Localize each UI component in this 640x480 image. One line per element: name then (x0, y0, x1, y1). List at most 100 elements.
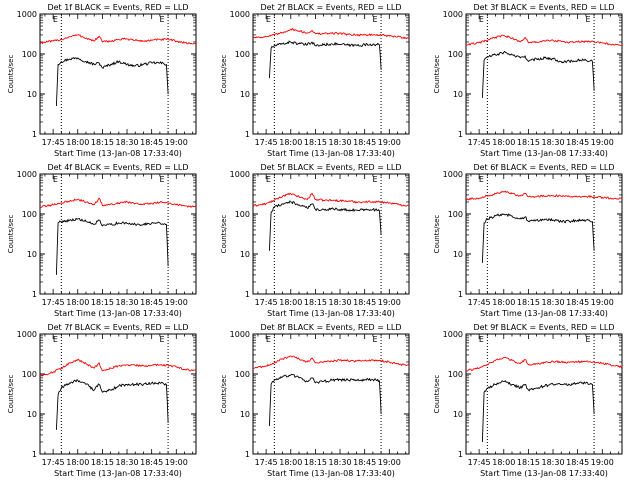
x-tick-label: 18:00 (279, 298, 302, 307)
y-tick-label: 1000 (17, 170, 37, 179)
x-tick-label: 18:30 (329, 138, 352, 147)
lld-series-line (252, 28, 410, 40)
x-axis-label: Start Time (13-Jan-08 17:33:40) (267, 149, 395, 158)
chart-title: Det 8f BLACK = Events, RED = LLD (260, 323, 401, 332)
x-tick-label: 19:00 (591, 298, 614, 307)
x-tick-label: 18:00 (492, 458, 515, 467)
chart-title: Det 7f BLACK = Events, RED = LLD (47, 323, 188, 332)
marker-label: E (479, 175, 484, 184)
marker-label: E (266, 175, 271, 184)
lld-series-line (252, 355, 410, 369)
marker-label: E (373, 175, 378, 184)
x-axis-label: Start Time (13-Jan-08 17:33:40) (54, 309, 182, 318)
x-tick-label: 17:45 (42, 298, 65, 307)
plot-frame (465, 173, 623, 295)
events-series-line (268, 200, 382, 251)
x-tick-label: 18:30 (116, 458, 139, 467)
y-axis-label: Counts/sec (220, 215, 228, 254)
y-tick-label: 1000 (230, 170, 250, 179)
x-tick-label: 18:45 (353, 458, 376, 467)
y-tick-label: 100 (448, 370, 463, 379)
marker-label: E (266, 15, 271, 24)
x-tick-label: 18:45 (140, 298, 163, 307)
y-axis-label: Counts/sec (7, 215, 15, 254)
y-tick-label: 1 (32, 290, 37, 299)
chart-title: Det 6f BLACK = Events, RED = LLD (473, 163, 614, 172)
x-tick-label: 17:45 (468, 298, 491, 307)
x-tick-label: 18:15 (517, 458, 540, 467)
marker-label: E (160, 175, 165, 184)
x-tick-label: 17:45 (255, 458, 278, 467)
x-tick-label: 18:15 (91, 458, 114, 467)
x-tick-label: 18:45 (566, 458, 589, 467)
y-tick-label: 1 (245, 450, 250, 459)
chart-title: Det 9f BLACK = Events, RED = LLD (473, 323, 614, 332)
y-axis-label: Counts/sec (433, 375, 441, 414)
y-tick-label: 100 (235, 50, 250, 59)
chart-title: Det 1f BLACK = Events, RED = LLD (47, 3, 188, 12)
chart-panel-4: Det 4f BLACK = Events, RED = LLD Counts/s… (7, 163, 197, 318)
events-series-line (55, 379, 169, 430)
x-axis-label: Start Time (13-Jan-08 17:33:40) (267, 469, 395, 478)
chart-panel-1: Det 1f BLACK = Events, RED = LLD Counts/s… (7, 3, 197, 158)
x-tick-label: 18:45 (353, 138, 376, 147)
x-tick-label: 19:00 (378, 458, 401, 467)
x-axis-label: Start Time (13-Jan-08 17:33:40) (480, 309, 608, 318)
y-tick-label: 10 (453, 90, 463, 99)
x-tick-label: 18:45 (566, 138, 589, 147)
x-tick-label: 18:00 (492, 298, 515, 307)
x-tick-label: 18:30 (542, 298, 565, 307)
y-tick-label: 1 (245, 130, 250, 139)
chart-title: Det 4f BLACK = Events, RED = LLD (47, 163, 188, 172)
marker-label: E (586, 335, 591, 344)
y-axis-label: Counts/sec (220, 55, 228, 94)
x-tick-label: 18:15 (304, 138, 327, 147)
y-tick-label: 10 (240, 250, 250, 259)
x-tick-label: 17:45 (468, 138, 491, 147)
x-tick-label: 17:45 (468, 458, 491, 467)
x-tick-label: 17:45 (255, 298, 278, 307)
marker-label: E (160, 15, 165, 24)
x-tick-label: 18:30 (116, 298, 139, 307)
chart-panel-2: Det 2f BLACK = Events, RED = LLD Counts/s… (220, 3, 410, 158)
x-tick-label: 19:00 (165, 138, 188, 147)
plot-frame (39, 13, 197, 135)
x-tick-label: 18:45 (140, 138, 163, 147)
y-tick-label: 1 (458, 450, 463, 459)
x-tick-label: 18:15 (304, 458, 327, 467)
x-tick-label: 18:30 (542, 138, 565, 147)
chart-panel-9: Det 9f BLACK = Events, RED = LLD Counts/s… (433, 323, 623, 478)
y-tick-label: 100 (235, 210, 250, 219)
y-tick-label: 100 (448, 210, 463, 219)
x-tick-label: 18:15 (91, 298, 114, 307)
y-tick-label: 1000 (230, 330, 250, 339)
chart-panel-5: Det 5f BLACK = Events, RED = LLD Counts/s… (220, 163, 410, 318)
plot-frame (39, 173, 197, 295)
marker-label: E (373, 335, 378, 344)
plot-frame (465, 13, 623, 135)
x-tick-label: 18:00 (66, 298, 89, 307)
events-series-line (481, 380, 595, 443)
y-tick-label: 10 (240, 90, 250, 99)
chart-title: Det 3f BLACK = Events, RED = LLD (473, 3, 614, 12)
x-tick-label: 18:15 (304, 298, 327, 307)
x-tick-label: 19:00 (378, 138, 401, 147)
x-tick-label: 18:30 (542, 458, 565, 467)
y-tick-label: 1000 (17, 10, 37, 19)
plot-frame (252, 333, 410, 455)
events-series-line (481, 213, 595, 263)
y-tick-label: 100 (448, 50, 463, 59)
y-tick-label: 10 (453, 410, 463, 419)
events-series-line (55, 217, 169, 275)
x-tick-label: 18:45 (140, 458, 163, 467)
x-axis-label: Start Time (13-Jan-08 17:33:40) (267, 309, 395, 318)
x-axis-label: Start Time (13-Jan-08 17:33:40) (480, 149, 608, 158)
chart-title: Det 5f BLACK = Events, RED = LLD (260, 163, 401, 172)
chart-panel-6: Det 6f BLACK = Events, RED = LLD Counts/s… (433, 163, 623, 318)
events-series-line (268, 40, 382, 79)
x-tick-label: 18:45 (566, 298, 589, 307)
x-tick-label: 18:00 (66, 458, 89, 467)
plot-frame (252, 13, 410, 135)
marker-label: E (479, 15, 484, 24)
lld-series-line (465, 190, 623, 201)
